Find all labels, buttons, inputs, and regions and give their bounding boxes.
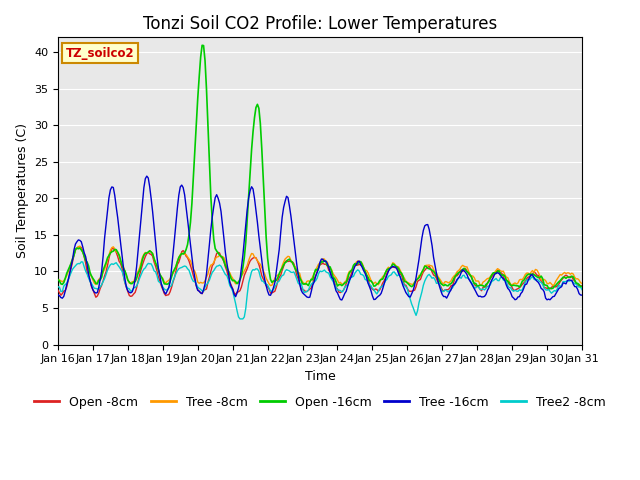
X-axis label: Time: Time bbox=[305, 370, 335, 383]
Tree -8cm bbox=[54, 277, 62, 283]
Tree -8cm bbox=[68, 255, 76, 261]
Text: TZ_soilco2: TZ_soilco2 bbox=[66, 47, 134, 60]
Tree -8cm bbox=[383, 266, 391, 272]
Tree -8cm bbox=[549, 283, 557, 288]
Tree -8cm bbox=[153, 262, 161, 268]
Tree2 -8cm bbox=[355, 268, 363, 274]
Tree2 -8cm bbox=[68, 266, 76, 272]
Tree2 -8cm bbox=[153, 273, 161, 278]
Open -8cm bbox=[92, 294, 100, 300]
Open -8cm bbox=[54, 288, 62, 293]
Tree2 -8cm bbox=[54, 284, 62, 289]
Open -8cm bbox=[68, 259, 76, 264]
Legend: Open -8cm, Tree -8cm, Open -16cm, Tree -16cm, Tree2 -8cm: Open -8cm, Tree -8cm, Open -16cm, Tree -… bbox=[29, 391, 611, 414]
Tree2 -8cm bbox=[236, 316, 244, 322]
Open -16cm bbox=[578, 284, 586, 289]
Tree -16cm bbox=[355, 258, 363, 264]
Open -16cm bbox=[516, 284, 524, 290]
Tree -16cm bbox=[143, 173, 150, 179]
Tree -16cm bbox=[578, 292, 586, 298]
Tree2 -8cm bbox=[373, 291, 381, 297]
Open -8cm bbox=[385, 267, 392, 273]
Tree -16cm bbox=[373, 295, 381, 300]
Line: Tree2 -8cm: Tree2 -8cm bbox=[58, 262, 582, 319]
Line: Tree -16cm: Tree -16cm bbox=[58, 176, 582, 300]
Tree2 -8cm bbox=[517, 288, 525, 293]
Title: Tonzi Soil CO2 Profile: Lower Temperatures: Tonzi Soil CO2 Profile: Lower Temperatur… bbox=[143, 15, 497, 33]
Tree2 -8cm bbox=[77, 259, 85, 264]
Open -16cm bbox=[548, 286, 556, 291]
Open -16cm bbox=[54, 276, 62, 282]
Tree -8cm bbox=[371, 279, 379, 285]
Tree -16cm bbox=[517, 290, 525, 296]
Tree -16cm bbox=[385, 268, 392, 274]
Open -8cm bbox=[578, 283, 586, 288]
Open -16cm bbox=[152, 260, 159, 265]
Tree -8cm bbox=[578, 281, 586, 287]
Y-axis label: Soil Temperatures (C): Soil Temperatures (C) bbox=[15, 123, 29, 258]
Tree2 -8cm bbox=[578, 287, 586, 292]
Open -8cm bbox=[355, 262, 363, 267]
Open -8cm bbox=[76, 244, 84, 250]
Tree -8cm bbox=[516, 277, 524, 283]
Open -8cm bbox=[517, 283, 525, 289]
Line: Tree -8cm: Tree -8cm bbox=[58, 246, 582, 286]
Tree -16cm bbox=[68, 257, 76, 263]
Tree -16cm bbox=[338, 297, 346, 303]
Line: Open -8cm: Open -8cm bbox=[58, 247, 582, 297]
Open -16cm bbox=[198, 42, 206, 48]
Open -8cm bbox=[373, 287, 381, 292]
Open -8cm bbox=[155, 274, 163, 280]
Tree -8cm bbox=[76, 243, 84, 249]
Tree -16cm bbox=[153, 254, 161, 260]
Open -16cm bbox=[68, 256, 76, 262]
Tree2 -8cm bbox=[385, 274, 392, 279]
Open -16cm bbox=[371, 283, 379, 288]
Tree -8cm bbox=[354, 258, 362, 264]
Open -16cm bbox=[354, 261, 362, 266]
Tree -16cm bbox=[54, 292, 62, 298]
Line: Open -16cm: Open -16cm bbox=[58, 45, 582, 288]
Open -16cm bbox=[383, 267, 391, 273]
